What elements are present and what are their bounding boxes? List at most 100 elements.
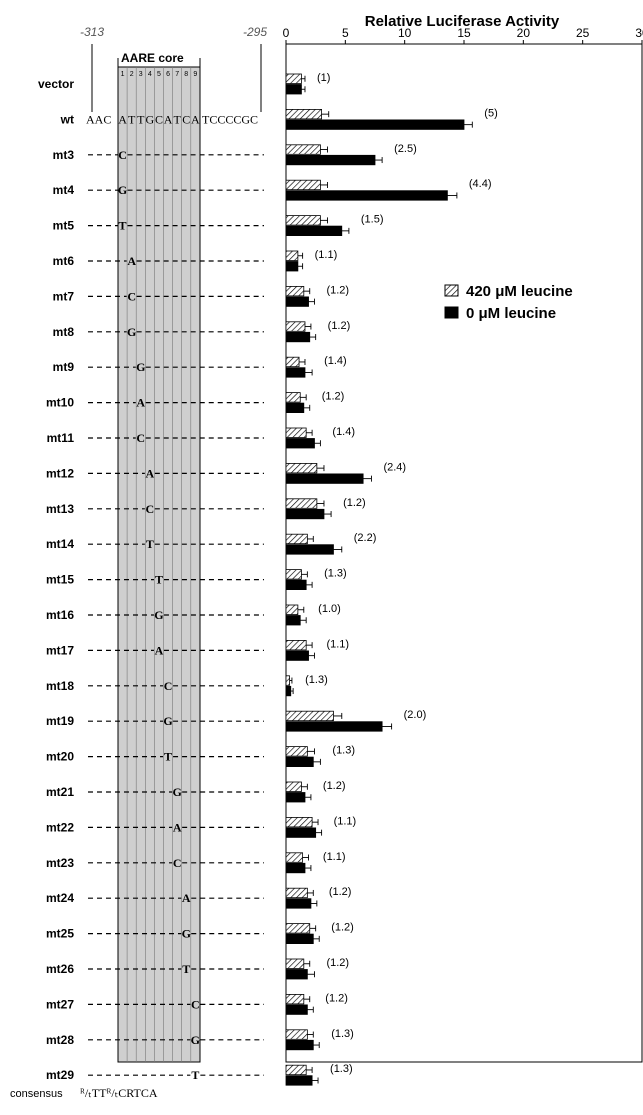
fold-label: (2.0) [404,709,427,721]
consensus-label: consensus [10,1088,63,1100]
bar-420-leucine [285,144,321,155]
wt-suffix: TCCCCGC [202,112,258,126]
bar-0-leucine [285,261,299,272]
bar-0-leucine [285,544,334,555]
mutant-base: T [119,219,127,233]
fold-label: (1.2) [343,497,366,509]
fold-label: (1.4) [332,426,355,438]
x-tick-label: 5 [342,26,349,40]
row-label: mt18 [46,679,74,693]
fold-label: (1.5) [361,214,384,226]
bar-420-leucine [285,817,313,828]
row-label: mt17 [46,643,74,657]
row-label: mt14 [46,537,74,551]
row-label: mt6 [53,254,75,268]
fold-label: (1.1) [323,851,346,863]
row-label: mt15 [46,573,74,587]
x-tick-label: 20 [517,26,531,40]
wt-core-base: T [128,112,136,126]
bar-0-leucine [285,296,309,307]
mutant-base: C [164,679,173,693]
bar-0-leucine [285,792,306,803]
coord-left: -313 [80,25,104,39]
mutant-base: A [155,643,164,657]
sequence-rows: AAC A T T G C A T C A TCCCCGCCGTACGGACACTTGACGTGAC… [86,112,264,1082]
fold-label: (1.0) [318,603,341,615]
row-label: mt19 [46,714,74,728]
bar-0-leucine [285,898,312,909]
mutant-base: G [136,360,145,374]
bar-0-leucine [285,190,448,201]
fold-label: (4.4) [469,178,492,190]
mutant-base: T [155,573,163,587]
bar-420-leucine [285,569,302,580]
fold-label: (1.1) [315,249,338,261]
fold-label: (2.5) [394,143,417,155]
position-number: 7 [175,71,179,78]
mutant-base: C [146,502,155,516]
wt-core-base: C [182,112,190,126]
row-labels: vector wt mt3 mt4 mt5 mt6 mt7 mt8 mt9 mt10 mt11 mt1… [38,77,74,1082]
row-label: mt26 [46,962,74,976]
legend-swatch-420 [444,284,459,297]
x-tick-label: 30 [635,26,643,40]
x-tick-label: 0 [283,26,290,40]
bar-0-leucine [285,969,308,980]
fold-label: (1.4) [324,355,347,367]
mutant-base: G [191,1033,200,1047]
row-label: mt22 [46,820,74,834]
bar-0-leucine [285,154,376,166]
mutant-base: C [118,148,127,162]
bar-420-leucine [285,852,304,863]
bar-0-leucine [285,615,301,626]
bar-0-leucine [285,579,307,590]
bar-0-leucine [285,827,317,838]
bar-420-leucine [285,73,302,84]
bar-420-leucine [285,1029,308,1040]
bar-420-leucine [285,710,334,722]
bar-420-leucine [285,250,299,261]
fold-label: (1.2) [326,284,349,296]
legend: 420 μM leucine 0 μM leucine [444,283,573,322]
wt-core-base: A [164,112,173,126]
row-label: mt10 [46,396,74,410]
position-number: 4 [148,71,152,78]
bar-0-leucine [285,1039,314,1051]
bar-0-leucine [285,473,364,484]
row-label: mt8 [53,325,75,339]
row-label: mt5 [53,219,75,233]
bar-0-leucine [285,438,315,449]
bar-0-leucine [285,862,306,874]
bar-0-leucine [285,225,343,237]
bar-420-leucine [285,640,307,651]
bar-420-leucine [285,285,305,297]
fold-label: (5) [484,107,497,119]
bar-0-leucine [285,933,314,944]
mutant-base: T [182,962,190,976]
bar-420-leucine [285,533,308,545]
fold-label: (2.2) [354,532,377,544]
mutant-base: T [191,1068,199,1082]
bar-420-leucine [285,498,318,509]
row-label: mt23 [46,856,74,870]
bar-420-leucine [285,887,308,899]
row-label: mt21 [46,785,74,799]
wt-core-base: C [155,112,163,126]
bar-420-leucine [285,958,305,969]
bar-0-leucine [285,1075,313,1086]
mutant-base: G [118,183,127,197]
fold-label: (1.3) [305,674,328,686]
position-number: 3 [139,71,143,78]
x-tick-label: 10 [398,26,412,40]
mutant-base: C [191,997,200,1011]
row-label: mt20 [46,750,74,764]
fold-label: (1.3) [324,568,347,580]
core-column-dividers [126,67,192,1062]
position-number: 1 [121,71,125,78]
row-label: mt27 [46,997,74,1011]
row-label: mt28 [46,1033,74,1047]
row-label: mt24 [46,891,74,905]
position-number: 2 [130,71,134,78]
fold-label: (1.2) [331,922,354,934]
